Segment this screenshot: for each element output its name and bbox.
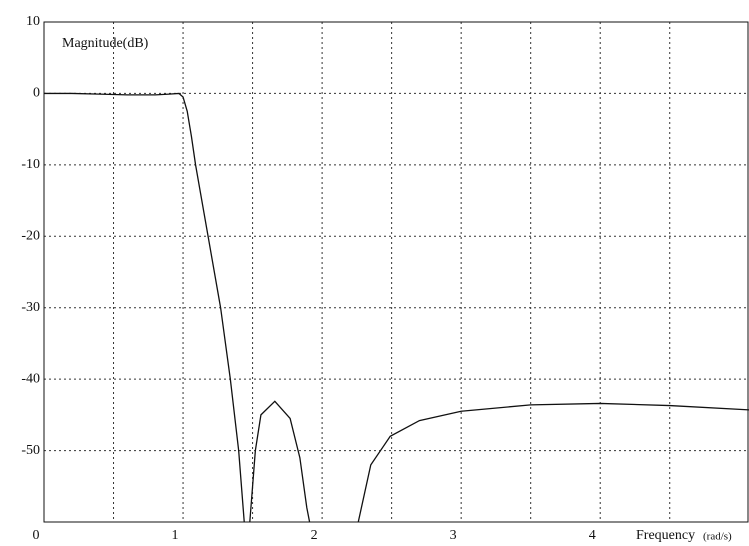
x-tick-label: 2 xyxy=(311,528,318,543)
y-tick-label: -20 xyxy=(21,229,40,244)
x-tick-label: 4 xyxy=(589,528,596,543)
x-axis-label: Frequency xyxy=(636,528,695,543)
y-tick-label: -50 xyxy=(21,443,40,458)
plot-frame xyxy=(43,21,749,523)
y-tick-label: 10 xyxy=(26,14,40,29)
x-axis-unit: (rad/s) xyxy=(703,531,732,543)
y-tick-label: 0 xyxy=(33,86,40,101)
x-tick-label: 1 xyxy=(172,528,179,543)
y-tick-label: -30 xyxy=(21,300,40,315)
y-axis-label: Magnitude(dB) xyxy=(62,36,149,51)
x-tick-label: 3 xyxy=(450,528,457,543)
y-tick-label: -40 xyxy=(21,371,40,386)
response-curve xyxy=(44,92,749,522)
x-tick-label: 0 xyxy=(33,528,40,543)
y-tick-label: -10 xyxy=(21,157,40,172)
